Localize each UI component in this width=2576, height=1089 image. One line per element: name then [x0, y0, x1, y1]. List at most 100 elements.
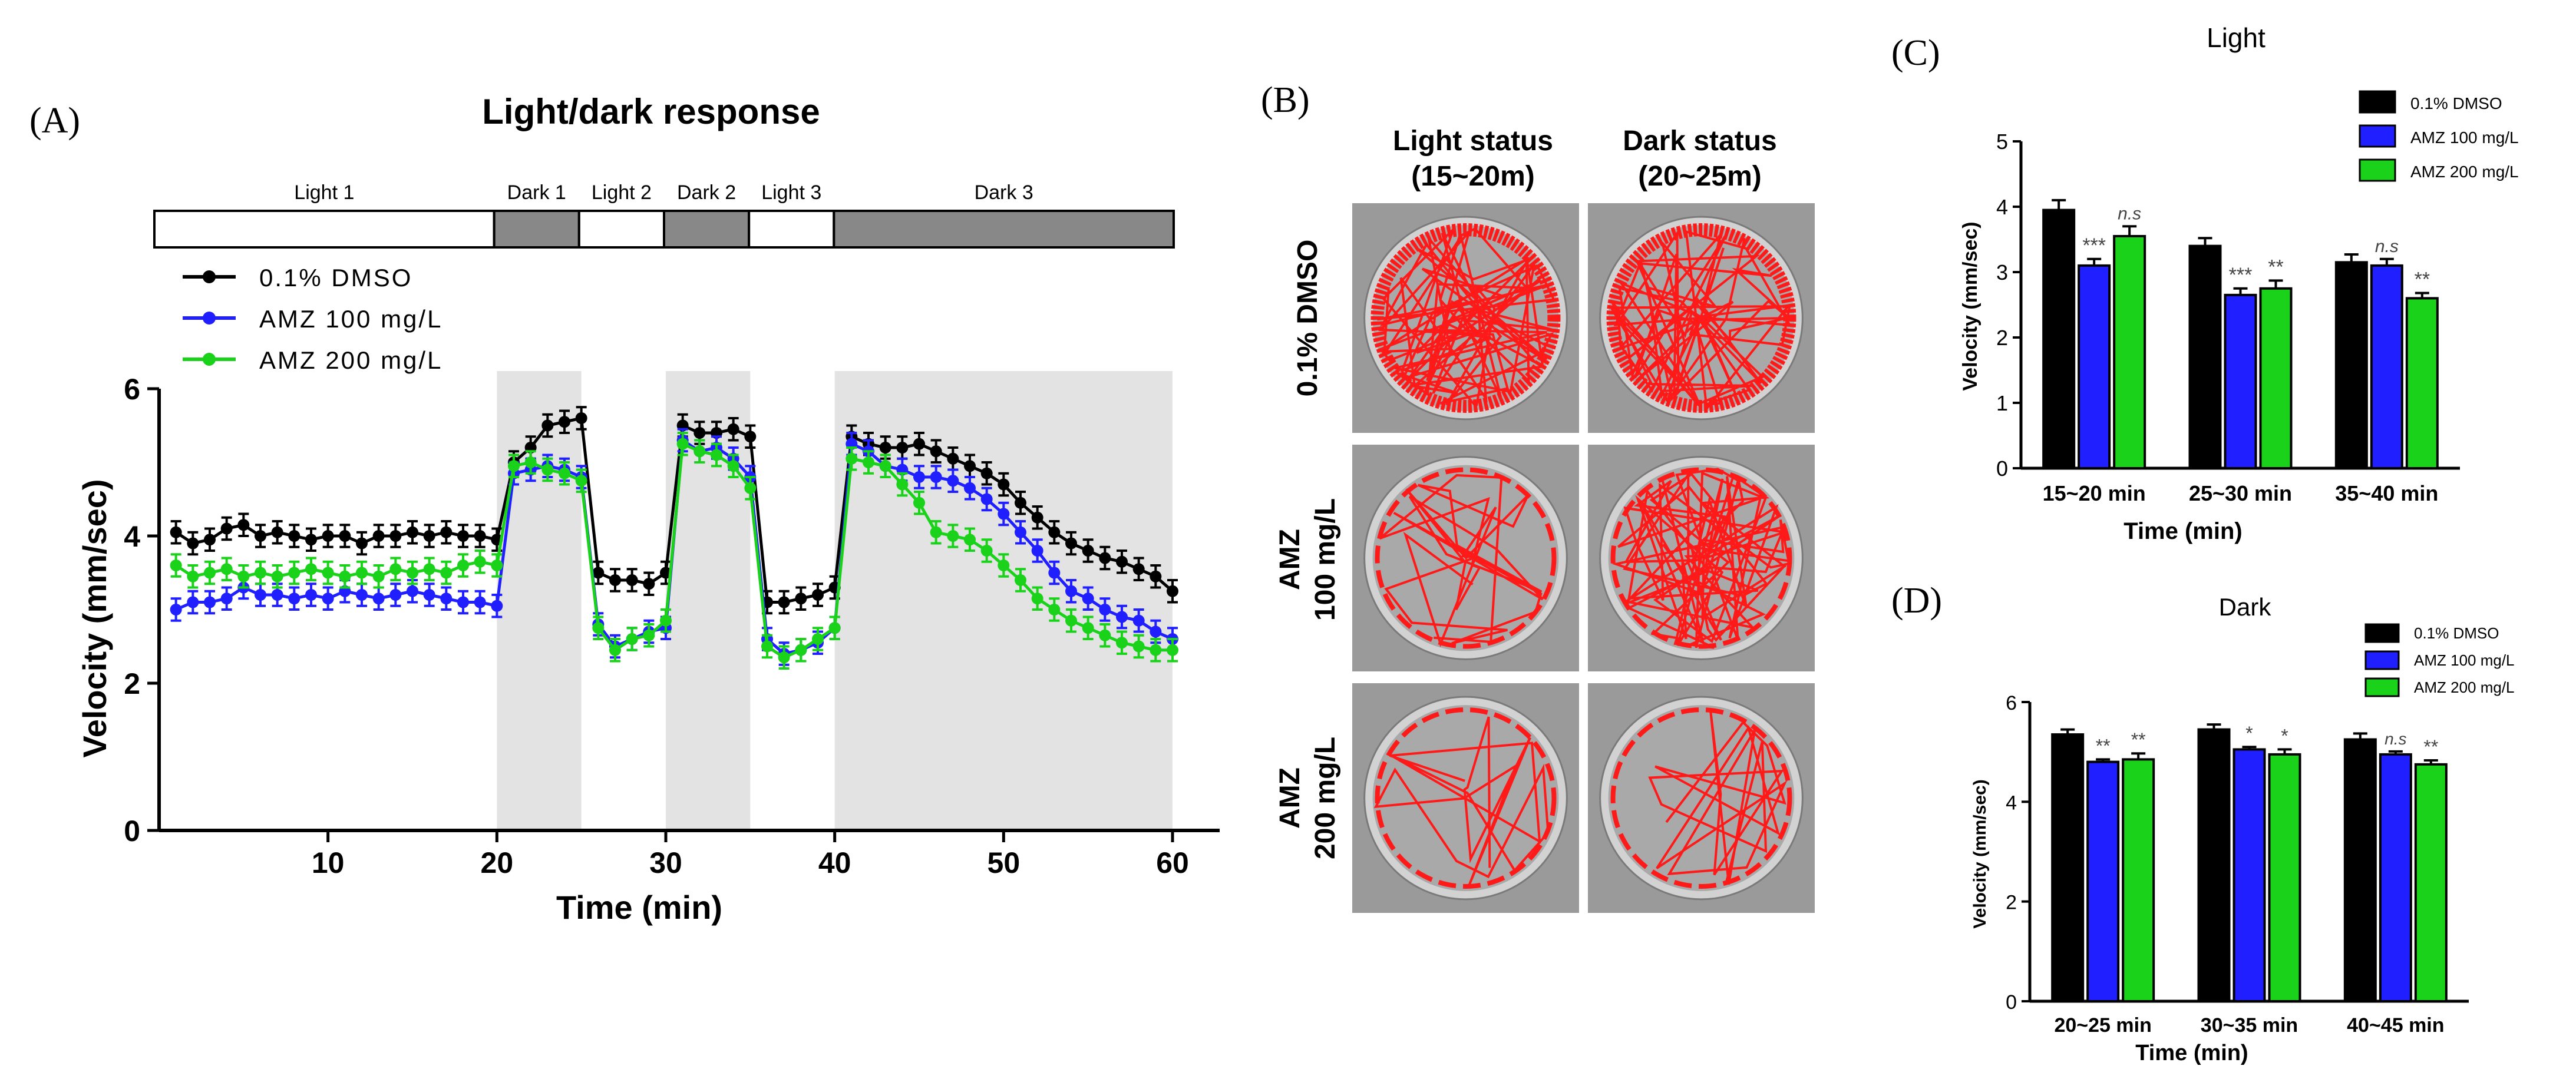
data-point — [693, 445, 706, 458]
data-point — [964, 534, 976, 546]
significance-label: ** — [2423, 736, 2438, 757]
bar — [2414, 763, 2448, 1003]
significance-label: ** — [2268, 256, 2283, 278]
well-image — [1352, 445, 1579, 671]
panel-a-axes: 0 2 4 6 10 20 30 40 50 60 — [124, 373, 1220, 879]
data-point — [947, 475, 959, 487]
y-tick-label: 0 — [2006, 991, 2017, 1014]
data-point — [305, 589, 317, 601]
data-point — [1048, 604, 1061, 615]
data-point — [1150, 644, 1162, 656]
legend-label: AMZ 100 mg/L — [259, 305, 442, 333]
phase-label: Light 1 — [294, 181, 354, 204]
data-point — [474, 596, 486, 608]
data-point — [744, 482, 757, 494]
data-point — [1099, 604, 1111, 615]
swim-track-edge — [1370, 223, 1561, 413]
row-label-amz100-line2: 100 mg/L — [1310, 498, 1341, 621]
y-tick-label: 6 — [2006, 692, 2017, 714]
data-point — [372, 530, 385, 542]
panel-a-ylabel: Velocity (mm/sec) — [76, 479, 113, 757]
row-label-amz200-line2: 200 mg/L — [1310, 737, 1341, 859]
row-label-amz200-line1: AMZ — [1274, 767, 1306, 829]
data-point — [407, 526, 418, 538]
data-point — [271, 570, 283, 582]
data-point — [204, 534, 216, 546]
category-label: 15~20 min — [2043, 481, 2146, 505]
well-image — [1588, 203, 1815, 433]
legend-label: AMZ 200 mg/L — [2414, 678, 2515, 696]
data-point — [964, 460, 976, 472]
legend-label: AMZ 200 mg/L — [259, 346, 442, 374]
data-point — [1167, 585, 1178, 597]
data-point — [1132, 614, 1145, 627]
panel-c-letter: (C) — [1891, 33, 1940, 73]
x-tick-label: 30 — [649, 846, 682, 879]
data-point — [541, 419, 554, 432]
col-header-dark-line2: (20~25m) — [1638, 161, 1761, 192]
significance-label: n.s — [2385, 730, 2406, 748]
data-point — [491, 560, 503, 571]
legend-swatch-marker — [203, 312, 216, 325]
data-point — [1065, 585, 1077, 597]
bar — [2051, 733, 2085, 1002]
data-point — [930, 471, 942, 483]
well-image — [1352, 203, 1579, 433]
data-point — [626, 633, 638, 645]
data-point — [846, 452, 858, 465]
data-point — [305, 563, 317, 575]
data-point — [778, 651, 790, 664]
data-point — [423, 589, 435, 601]
y-tick-label: 6 — [124, 373, 140, 406]
data-point — [339, 570, 351, 582]
data-point — [491, 600, 503, 612]
swim-track — [1379, 474, 1544, 647]
data-point — [913, 496, 925, 509]
data-point — [676, 438, 689, 450]
panel-a-xlabel: Time (min) — [556, 889, 722, 926]
data-point — [998, 560, 1010, 571]
data-point — [204, 596, 216, 608]
data-point — [1031, 545, 1043, 557]
data-point — [998, 508, 1010, 520]
phase-label: Dark 1 — [507, 181, 566, 204]
data-point — [1082, 593, 1094, 605]
legend-swatch — [2364, 623, 2400, 643]
data-point — [998, 478, 1010, 491]
bar — [2042, 208, 2076, 469]
y-tick-label: 0 — [124, 815, 140, 848]
legend-label: AMZ 100 mg/L — [2414, 651, 2515, 669]
data-point — [356, 567, 368, 579]
data-point — [407, 585, 418, 597]
bar — [2188, 244, 2222, 469]
phase-label: Dark 2 — [677, 181, 736, 204]
data-point — [170, 560, 182, 571]
data-point — [271, 589, 283, 601]
bar — [2224, 293, 2257, 469]
data-point — [913, 471, 925, 483]
significance-label: *** — [2229, 264, 2253, 286]
col-header-light-line1: Light status — [1393, 125, 1553, 157]
data-point — [592, 567, 605, 579]
legend-label: AMZ 100 mg/L — [2410, 128, 2519, 147]
data-point — [1099, 629, 1111, 641]
data-point — [1031, 511, 1043, 524]
phase-block-light-2 — [577, 210, 665, 249]
phase-block-dark-3 — [833, 210, 1175, 249]
data-point — [170, 604, 182, 615]
swim-track-edge — [1606, 223, 1796, 413]
data-point — [1065, 537, 1077, 550]
panel-a-letter: (A) — [29, 101, 80, 141]
data-point — [930, 445, 942, 458]
panel-a: (A) Light/dark response Light 1 Dark 1 Lig… — [29, 92, 1220, 926]
data-point — [609, 574, 621, 586]
data-point — [711, 449, 722, 461]
data-point — [288, 567, 300, 579]
well-image-grid — [1352, 203, 1815, 913]
data-point — [879, 442, 891, 454]
data-point — [389, 589, 402, 601]
category-label: 20~25 min — [2054, 1014, 2151, 1037]
panel-b-letter: (B) — [1261, 80, 1310, 120]
data-point — [947, 530, 959, 542]
